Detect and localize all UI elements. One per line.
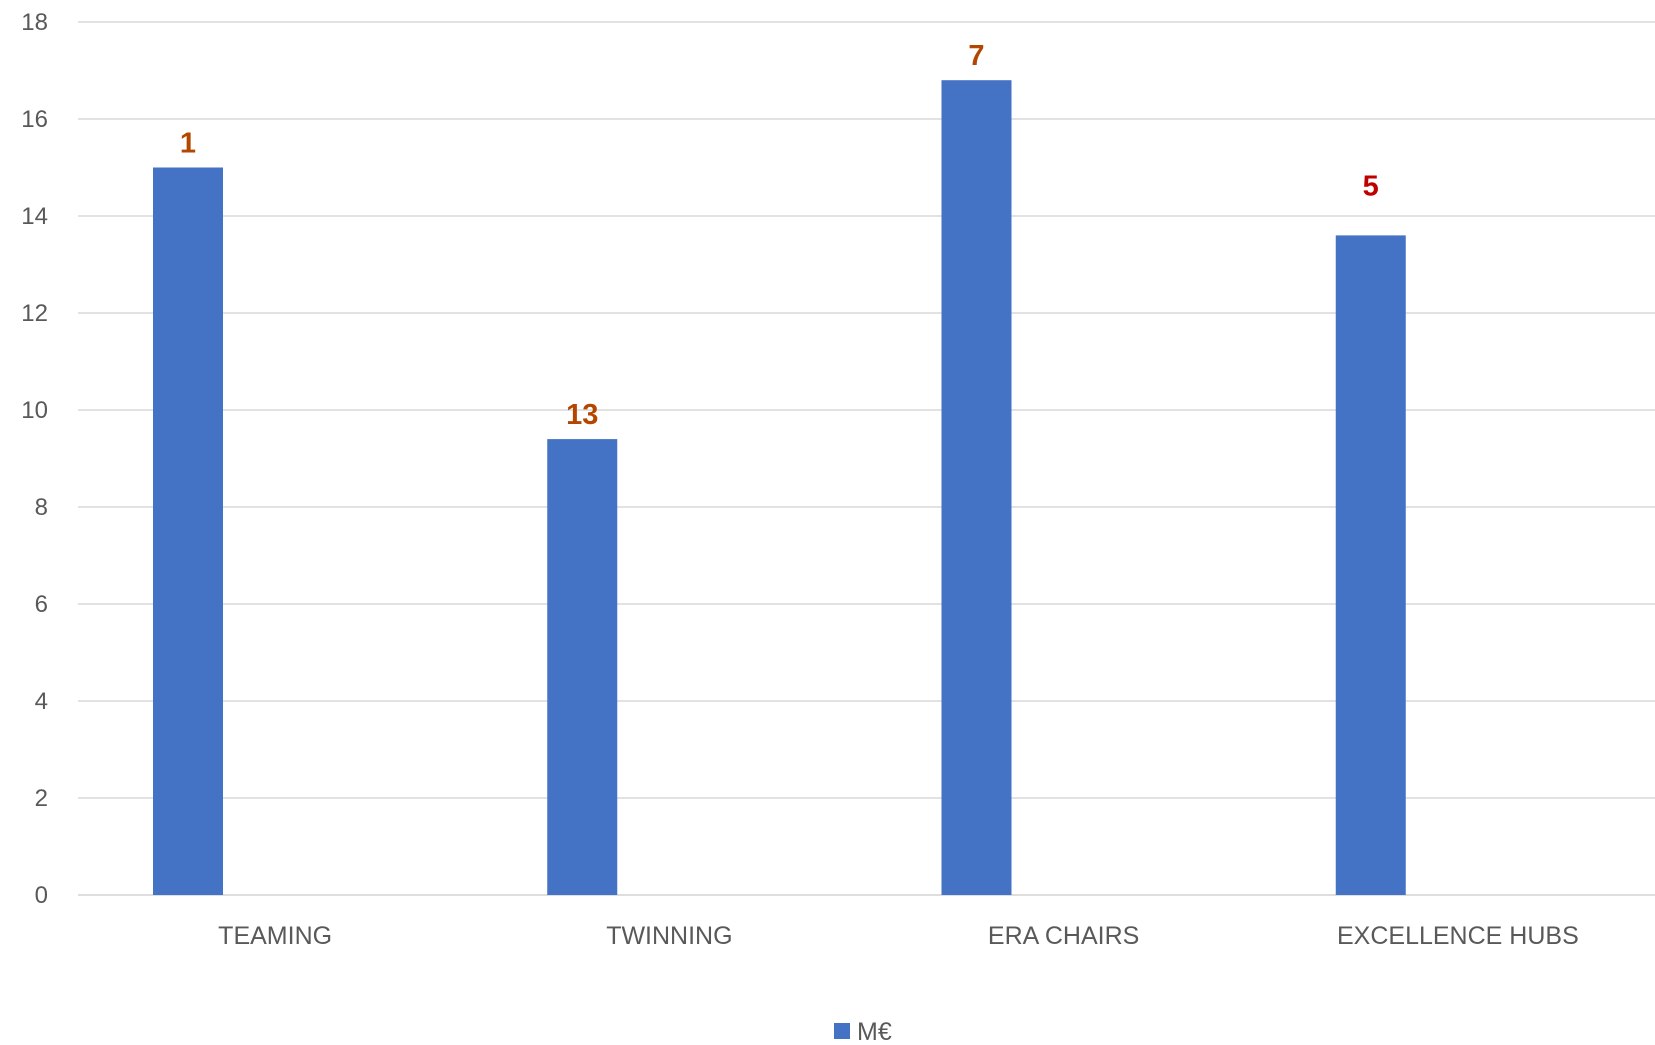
x-category-label: ERA CHAIRS bbox=[988, 922, 1139, 950]
legend: M€ bbox=[834, 1018, 892, 1045]
bar bbox=[153, 167, 223, 895]
y-tick-label: 14 bbox=[21, 203, 48, 230]
y-tick-label: 10 bbox=[21, 397, 48, 424]
data-label: 5 bbox=[1363, 170, 1379, 202]
x-category-label: TWINNING bbox=[606, 922, 732, 950]
legend-label: M€ bbox=[857, 1018, 892, 1045]
bars bbox=[153, 80, 1406, 895]
gridlines bbox=[78, 21, 1655, 896]
legend-swatch bbox=[834, 1023, 850, 1039]
y-tick-label: 16 bbox=[21, 106, 48, 133]
data-label: 7 bbox=[968, 40, 984, 72]
x-axis-category-labels: TEAMING TWINNING ERA CHAIRS EXCELLENCE HUBS bbox=[218, 922, 1579, 950]
data-labels: 1 13 7 5 bbox=[180, 40, 1379, 431]
y-tick-label: 18 bbox=[21, 9, 48, 36]
bar bbox=[547, 439, 618, 895]
bar bbox=[941, 80, 1012, 895]
bar bbox=[1335, 235, 1406, 895]
y-tick-label: 2 bbox=[35, 785, 48, 812]
data-label: 1 bbox=[180, 128, 196, 160]
x-category-label: TEAMING bbox=[218, 922, 332, 950]
data-label: 13 bbox=[566, 399, 598, 431]
y-tick-label: 0 bbox=[35, 882, 48, 909]
y-tick-label: 8 bbox=[35, 494, 48, 521]
y-tick-label: 6 bbox=[35, 591, 48, 618]
y-tick-label: 4 bbox=[35, 688, 48, 715]
y-tick-label: 12 bbox=[21, 300, 48, 327]
x-category-label: EXCELLENCE HUBS bbox=[1337, 922, 1579, 950]
y-axis-tick-labels: 0 2 4 6 8 10 12 14 16 18 bbox=[21, 9, 48, 909]
